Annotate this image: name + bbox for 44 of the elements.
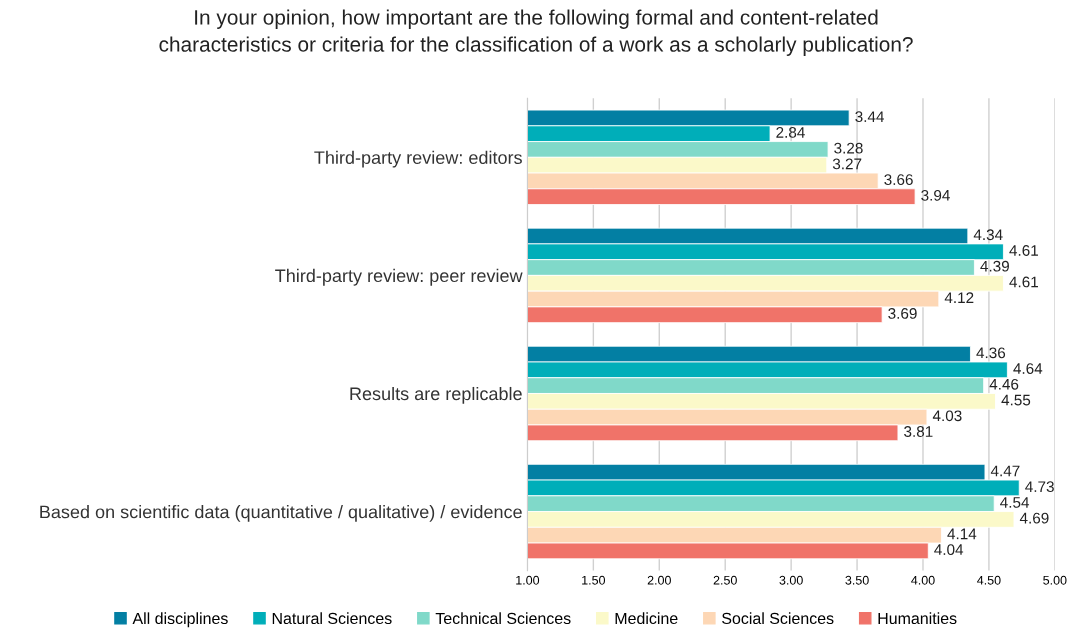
legend-label: Technical Sciences	[435, 612, 571, 625]
data-label: 3.81	[904, 426, 933, 437]
y-tick-label: Results are replicable	[350, 386, 522, 404]
legend-label: Natural Sciences	[272, 612, 392, 625]
x-tick-label: 5.00	[1043, 575, 1067, 585]
x-tick-label: 2.50	[713, 575, 737, 585]
legend-label: Humanities	[878, 612, 957, 625]
data-label: 4.54	[1000, 497, 1030, 508]
data-label: 4.36	[976, 347, 1006, 359]
data-label: 4.12	[944, 292, 974, 303]
data-label: 2.84	[776, 126, 805, 138]
data-label: 4.14	[947, 528, 977, 540]
x-tick-label: 3.00	[779, 575, 803, 585]
x-tick-label: 2.00	[647, 575, 671, 585]
data-label: 3.44	[855, 111, 884, 123]
y-tick-label: Third-party review: editors	[314, 150, 522, 168]
legend-label: All disciplines	[132, 612, 228, 628]
data-label: 4.55	[1001, 394, 1031, 406]
data-label: 3.66	[884, 174, 913, 186]
y-tick-label: Third-party review: peer review	[275, 268, 523, 286]
data-label: 4.34	[973, 229, 1003, 241]
x-tick-label: 4.50	[977, 575, 1001, 585]
data-label: 4.46	[989, 378, 1019, 390]
data-label: 3.28	[834, 142, 863, 154]
chart-title: In your opinion, how important are the following formal and content-related characteristics or criteria for the classification of a work as a scholarly publication?	[159, 9, 913, 56]
legend-label: Medicine	[615, 612, 678, 625]
data-label: 4.61	[1009, 276, 1038, 288]
data-label: 3.94	[921, 189, 950, 201]
data-label: 4.03	[932, 410, 962, 422]
x-tick-label: 1.00	[516, 575, 540, 585]
data-label: 4.73	[1025, 481, 1054, 493]
data-label: 4.39	[980, 260, 1009, 272]
legend-label: Social Sciences	[722, 612, 834, 625]
data-label: 4.64	[1013, 363, 1043, 374]
x-tick-label: 4.00	[911, 575, 935, 585]
data-label: 4.61	[1009, 245, 1038, 256]
data-label: 4.04	[934, 544, 964, 556]
data-label: 4.47	[990, 465, 1020, 477]
x-tick-label: 1.50	[582, 575, 606, 585]
data-label: 4.69	[1019, 512, 1049, 524]
y-tick-label: Based on scientific data (quantitative / qualitative) / evidence	[40, 505, 522, 522]
data-label: 3.27	[832, 158, 862, 170]
data-label: 3.69	[888, 308, 917, 319]
x-tick-label: 3.50	[845, 575, 869, 585]
